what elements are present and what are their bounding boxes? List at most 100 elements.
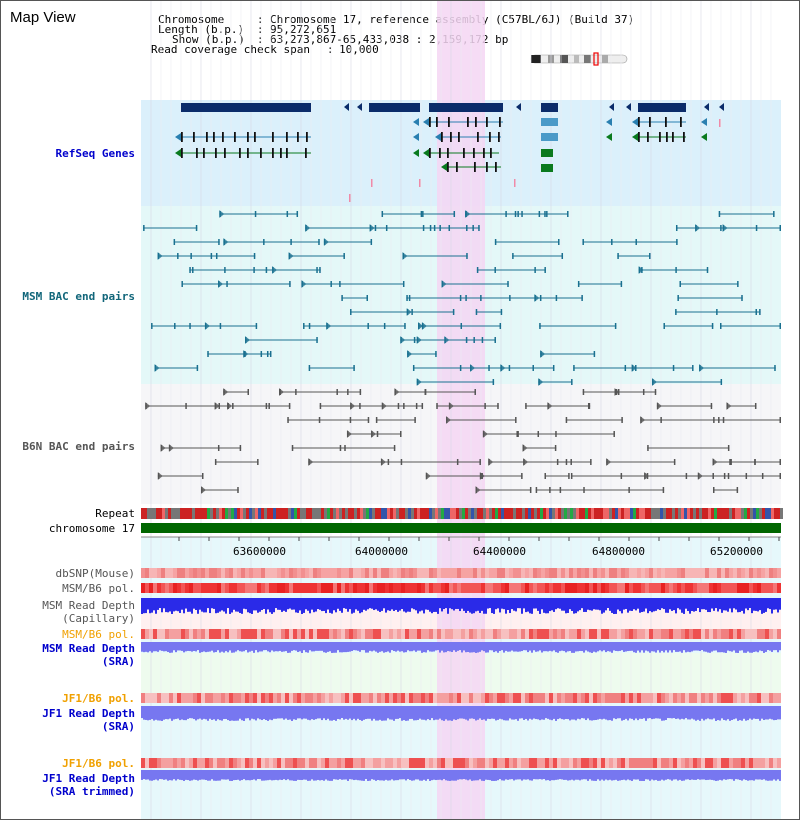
jf1-depth-trimmed-bin	[703, 770, 705, 780]
jf1-depth-trimmed-bin	[619, 770, 621, 781]
msm-bac-pair-end	[381, 211, 384, 217]
jf1-depth-sra-bin	[259, 706, 261, 720]
jf1-b6-pol-2-bin	[225, 758, 229, 768]
dbsnp-bin	[173, 568, 177, 578]
jf1-b6-pol-bin	[245, 693, 249, 703]
jf1-depth-trimmed-bin	[205, 770, 207, 781]
b6n-bac-pair-end	[344, 445, 346, 451]
b6n-bac-pair-end	[367, 417, 370, 423]
msm-depth-capillary-bin	[145, 598, 147, 614]
msm-depth-sra-bin	[599, 642, 601, 651]
msm-b6-pol-bin	[529, 583, 533, 593]
msm-depth-capillary-bin	[681, 598, 683, 613]
jf1-b6-pol-bin	[409, 693, 413, 703]
msm-depth-capillary-bin	[161, 598, 163, 613]
jf1-b6-pol-bin	[509, 693, 513, 703]
jf1-depth-sra-bin	[403, 706, 405, 721]
msm-depth-capillary-bin	[623, 598, 625, 610]
b6n-bac-pair-arrow	[726, 402, 732, 410]
msm-b6-pol-bin	[597, 583, 601, 593]
jf1-depth-trimmed-bin	[269, 770, 271, 780]
msm-b6-pol-2-bin	[721, 629, 725, 639]
dbsnp-bin	[169, 568, 173, 578]
msm-depth-capillary-bin	[483, 598, 485, 614]
jf1-depth-sra-bin	[727, 706, 729, 720]
msm-bac-pair-end	[741, 295, 743, 301]
jf1-depth-trimmed-bin	[273, 770, 275, 781]
msm-b6-pol-bin	[349, 583, 353, 593]
msm-b6-pol-bin	[601, 583, 605, 593]
track-label-b6n-bac[interactable]: B6N BAC end pairs	[22, 440, 135, 453]
dbsnp-bin	[677, 568, 681, 578]
msm-depth-capillary-bin	[473, 598, 475, 614]
msm-depth-sra-bin	[613, 642, 615, 651]
msm-b6-pol-bin	[553, 583, 557, 593]
repeat-bin	[246, 508, 249, 519]
jf1-depth-sra-bin	[215, 706, 217, 721]
msm-b6-pol-bin	[417, 583, 421, 593]
repeat-bin	[516, 508, 519, 519]
msm-depth-capillary-bin	[287, 598, 289, 610]
msm-bac-pair-end	[624, 365, 627, 371]
jf1-b6-pol-2-bin	[545, 758, 549, 768]
msm-b6-pol-bin	[273, 583, 277, 593]
jf1-depth-sra-bin	[635, 706, 637, 719]
jf1-b6-pol-bin	[445, 693, 449, 703]
msm-bac-pair-end	[318, 239, 320, 245]
dbsnp-bin	[713, 568, 717, 578]
dbsnp-bin	[441, 568, 445, 578]
jf1-b6-pol-bin	[613, 693, 617, 703]
b6n-bac-pair-end	[727, 445, 730, 451]
jf1-depth-trimmed-bin	[621, 770, 623, 781]
jf1-depth-trimmed-bin	[155, 770, 157, 780]
repeat-bin	[279, 508, 282, 519]
repeat-bin	[183, 508, 186, 519]
repeat-bin	[696, 508, 699, 519]
msm-depth-sra-bin	[363, 642, 365, 651]
repeat-bin	[282, 508, 285, 519]
jf1-depth-sra-bin	[497, 706, 499, 720]
msm-bac-pair-end	[460, 323, 463, 329]
msm-bac-pair-end	[573, 365, 575, 371]
length-colon: :	[257, 23, 264, 36]
repeat-bin	[261, 508, 264, 519]
jf1-depth-trimmed-bin	[285, 770, 287, 781]
msm-b6-pol-bin	[169, 583, 173, 593]
jf1-b6-pol-2-bin	[421, 758, 425, 768]
msm-depth-capillary-bin	[777, 598, 779, 613]
jf1-b6-pol-2-bin	[449, 758, 453, 768]
msm-bac-pair-end	[290, 239, 292, 245]
msm-depth-sra-bin	[173, 642, 175, 651]
jf1-depth-trimmed-bin	[201, 770, 203, 780]
msm-b6-pol-2-bin	[505, 629, 509, 639]
msm-depth-sra-bin	[197, 642, 199, 651]
jf1-depth-sra-bin	[431, 706, 433, 719]
msm-b6-pol-bin	[201, 583, 205, 593]
msm-b6-pol-bin	[589, 583, 593, 593]
jf1-b6-pol-2-bin	[669, 758, 673, 768]
track-label-msm-bac[interactable]: MSM BAC end pairs	[22, 290, 135, 303]
jf1-depth-trimmed-bin	[149, 770, 151, 781]
jf1-b6-pol-2-bin	[429, 758, 433, 768]
msm-b6-pol-bin	[305, 583, 309, 593]
repeat-bin	[153, 508, 156, 519]
jf1-depth-trimmed-bin	[243, 770, 245, 780]
jf1-depth-trimmed-bin	[447, 770, 449, 781]
msm-b6-pol-2-bin	[157, 629, 161, 639]
msm-bac-pair-end	[532, 365, 534, 371]
jf1-depth-trimmed-bin	[453, 770, 455, 781]
msm-depth-sra-bin	[351, 642, 353, 652]
msm-bac-pair-end	[210, 253, 213, 259]
msm-b6-pol-bin	[561, 583, 565, 593]
dbsnp-bin	[417, 568, 421, 578]
msm-b6-pol-bin	[197, 583, 201, 593]
msm-depth-capillary-bin	[779, 598, 781, 610]
msm-depth-sra-bin	[263, 642, 265, 651]
track-label-refseq[interactable]: RefSeq Genes	[55, 147, 135, 160]
msm-b6-pol-2-bin	[573, 629, 577, 639]
repeat-bin	[201, 508, 204, 519]
jf1-depth-trimmed-bin	[445, 770, 447, 781]
msm-depth-capillary-bin	[357, 598, 359, 611]
msm-b6-pol-2-bin	[417, 629, 421, 639]
